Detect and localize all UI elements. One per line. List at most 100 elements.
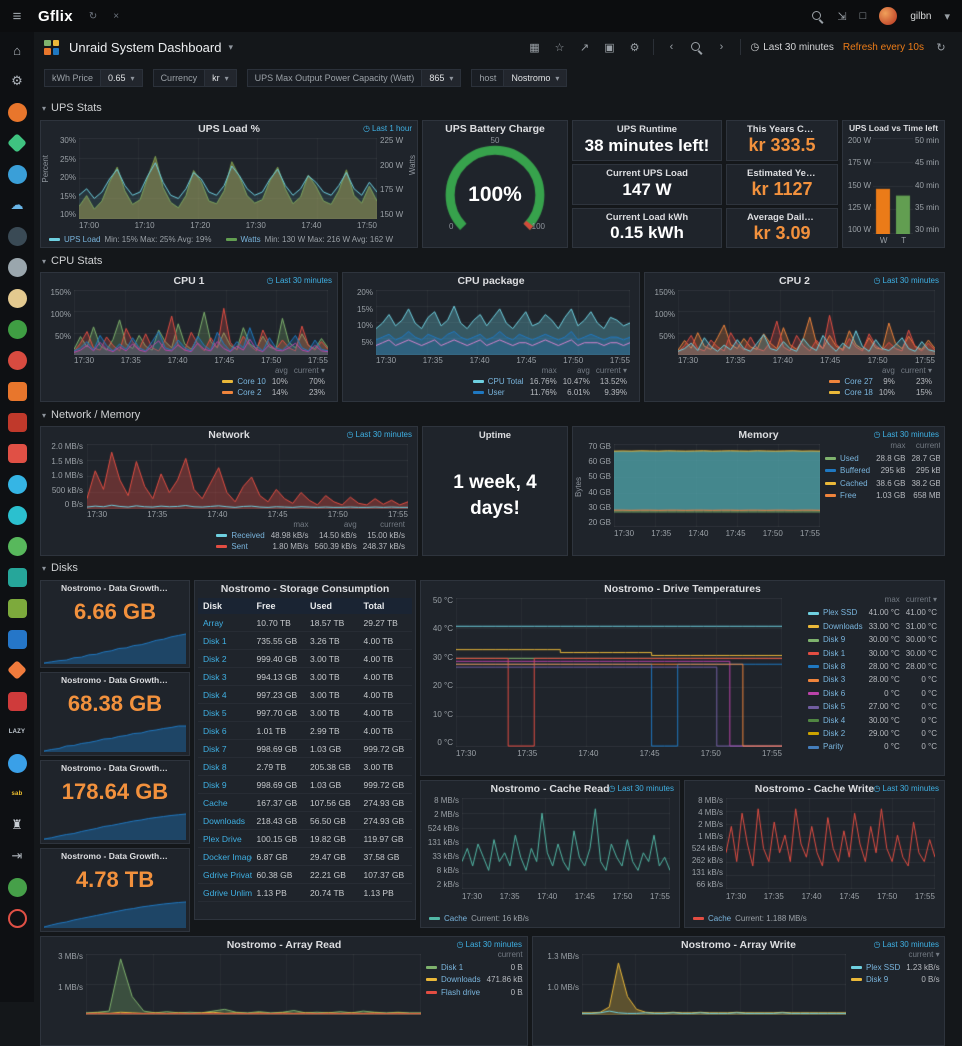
sparkline-canvas[interactable]	[44, 812, 186, 840]
legend-series-label[interactable]: Parity	[805, 740, 866, 753]
variable-2[interactable]: UPS Max Output Power Capacity (Watt) 865 ▾	[246, 69, 462, 87]
legend-column-header[interactable]: max	[884, 595, 900, 604]
share-button[interactable]: ↗	[574, 36, 596, 58]
refresh-interval-button[interactable]: Refresh every 10s	[840, 36, 927, 58]
legend-series-label[interactable]: Used	[822, 453, 873, 466]
sidebar-item-home[interactable]: ⌂	[6, 39, 28, 61]
legend-column-header[interactable]: current	[915, 441, 940, 450]
time-range-button[interactable]: ◷ Last 30 minutes	[748, 36, 837, 58]
legend-column-header[interactable]: current	[380, 520, 405, 529]
legend-series-label[interactable]: Disk 3	[805, 673, 866, 686]
legend-column-header[interactable]: avg	[881, 366, 895, 375]
section-cpu-stats[interactable]: ▾ CPU Stats	[42, 254, 102, 268]
star-button[interactable]: ☆	[549, 36, 571, 58]
save-button[interactable]: ▣	[599, 36, 621, 58]
section-ups-stats[interactable]: ▾ UPS Stats	[42, 101, 102, 115]
panel-title[interactable]: Nostromo - Drive Temperatures	[604, 583, 761, 595]
legend-series-label[interactable]: Disk 5	[805, 700, 866, 713]
panel-title[interactable]: Current Load kWh	[605, 212, 689, 223]
cpu2-canvas[interactable]	[678, 290, 935, 355]
legend-series-label[interactable]: Disk 9	[848, 974, 903, 987]
sidebar-item-app-stripes[interactable]	[6, 597, 28, 619]
sidebar-item-app-stack[interactable]	[6, 566, 28, 588]
legend-item[interactable]: Cache Current: 1.188 MB/s	[693, 914, 807, 923]
legend-series-label[interactable]: Core 18	[826, 387, 875, 398]
legend-column-header[interactable]: max	[541, 366, 557, 375]
search-icon[interactable]	[811, 10, 824, 23]
column-header[interactable]: Free	[251, 598, 305, 614]
panel-title[interactable]: Current UPS Load	[606, 168, 688, 179]
legend-series-label[interactable]: Plex SSD	[848, 962, 903, 975]
sidebar-item-app-tan[interactable]	[6, 287, 28, 309]
legend-series-label[interactable]: Downloads	[423, 974, 484, 987]
panel-title[interactable]: Uptime	[478, 430, 512, 441]
close-icon[interactable]: ×	[113, 10, 120, 22]
variable-0[interactable]: kWh Price 0.65 ▾	[44, 69, 143, 87]
legend-series-label[interactable]: Disk 1	[423, 962, 484, 975]
user-caret-icon[interactable]: ▾	[944, 10, 950, 23]
sidebar-item-app-green[interactable]	[6, 535, 28, 557]
sidebar-item-app-dark[interactable]	[6, 225, 28, 247]
battery-gauge-canvas[interactable]	[433, 139, 557, 241]
sidebar-item-app-user[interactable]	[6, 256, 28, 278]
legend-column-header[interactable]: current ▾	[497, 950, 523, 959]
panel-title[interactable]: Average Daily Cost	[747, 212, 817, 223]
legend-series-label[interactable]: Downloads	[805, 620, 866, 633]
time-back-button[interactable]: ‹	[661, 36, 683, 58]
panel-title[interactable]: UPS Load %	[198, 123, 260, 135]
dashboard-title[interactable]: Unraid System Dashboard	[69, 39, 222, 55]
legend-series-label[interactable]: Core 10	[219, 376, 268, 387]
sidebar-item-app-green-diamond[interactable]	[6, 132, 28, 154]
panel-title[interactable]: UPS Load vs Time left	[848, 123, 939, 133]
legend-column-header[interactable]: current ▾	[905, 595, 937, 604]
panel-title[interactable]: UPS Battery Charge	[445, 123, 545, 135]
legend-item[interactable]: Cache Current: 16 kB/s	[429, 914, 529, 923]
sidebar-item-app-github[interactable]	[6, 876, 28, 898]
dashboard-caret-icon[interactable]: ▾	[228, 41, 233, 52]
network-canvas[interactable]	[87, 444, 408, 509]
avatar[interactable]	[879, 7, 898, 25]
column-header[interactable]: Total	[358, 598, 412, 614]
legend-series-label[interactable]: Free	[822, 490, 873, 503]
variable-value-dropdown[interactable]: 0.65 ▾	[101, 69, 143, 87]
user-name[interactable]: gilbn	[910, 10, 932, 22]
sidebar-item-app-teal[interactable]	[6, 504, 28, 526]
legend-series-label[interactable]: User	[470, 387, 527, 398]
sidebar-item-app-orange[interactable]	[6, 101, 28, 123]
sparkline-canvas[interactable]	[44, 632, 186, 664]
column-header[interactable]: Used	[305, 598, 359, 614]
panel-title[interactable]: Nostromo - Array Read	[226, 939, 342, 951]
section-disks[interactable]: ▾ Disks	[42, 561, 78, 575]
sidebar-item-app-red-grid[interactable]	[6, 442, 28, 464]
array-read-canvas[interactable]	[86, 954, 421, 1015]
temps-canvas[interactable]	[456, 598, 782, 747]
legend-series-label[interactable]: Disk 1	[805, 647, 866, 660]
sidebar-item-app-sab[interactable]: sab	[6, 783, 28, 805]
sidebar-item-app-target[interactable]	[6, 907, 28, 929]
display-icon[interactable]: □	[859, 10, 867, 22]
legend-series-label[interactable]: Disk 2	[805, 727, 866, 740]
add-panel-button[interactable]: ▦	[524, 36, 546, 58]
sidebar-item-app-flame[interactable]	[6, 659, 28, 681]
sidebar-item-logout[interactable]: ⇥	[6, 845, 28, 867]
legend-series-label[interactable]: Core 27	[826, 376, 875, 387]
panel-title[interactable]: Estimated Yearly Cost	[747, 168, 817, 179]
legend-series-label[interactable]: Cached	[822, 478, 873, 491]
menu-icon[interactable]: ≡	[12, 7, 22, 25]
sidebar-item-app-camera[interactable]	[6, 628, 28, 650]
zoom-out-button[interactable]	[686, 36, 708, 58]
variable-value-dropdown[interactable]: Nostromo ▾	[504, 69, 568, 87]
refresh-button[interactable]: ↻	[930, 36, 952, 58]
legend-series-label[interactable]: Disk 8	[805, 660, 866, 673]
legend-column-header[interactable]: max	[890, 441, 906, 450]
sidebar-item-app-shield[interactable]	[6, 411, 28, 433]
memory-canvas[interactable]	[614, 444, 820, 527]
variable-3[interactable]: host Nostromo ▾	[471, 69, 568, 87]
variable-value-dropdown[interactable]: kr ▾	[205, 69, 237, 87]
sidebar-item-app-drop[interactable]	[6, 752, 28, 774]
cpu1-canvas[interactable]	[74, 290, 328, 355]
sidebar-item-settings[interactable]: ⚙	[6, 70, 28, 92]
legend-column-header[interactable]: current ▾	[293, 366, 325, 375]
sidebar-item-app-unraid[interactable]	[6, 380, 28, 402]
sparkline-canvas[interactable]	[44, 724, 186, 752]
